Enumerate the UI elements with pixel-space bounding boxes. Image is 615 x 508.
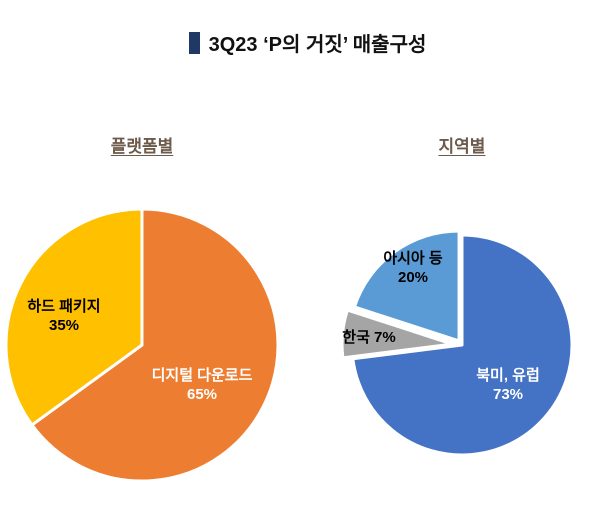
pie-slice: [352, 229, 461, 343]
pie-slice: [351, 233, 574, 457]
title-bar-icon: [188, 31, 200, 54]
pie-slice: [340, 308, 454, 360]
page-title-text: 3Q23 ‘P의 거짓’ 매출구성: [208, 34, 427, 56]
region-chart-title: 지역별: [438, 137, 486, 156]
pie-slice: [30, 207, 280, 483]
platform-pie-chart: [4, 207, 280, 483]
pie-slice: [4, 207, 144, 427]
region-pie-chart: [340, 229, 574, 457]
page-title: 3Q23 ‘P의 거짓’ 매출구성: [0, 28, 615, 57]
platform-chart-title: 플랫폼별: [110, 137, 174, 156]
